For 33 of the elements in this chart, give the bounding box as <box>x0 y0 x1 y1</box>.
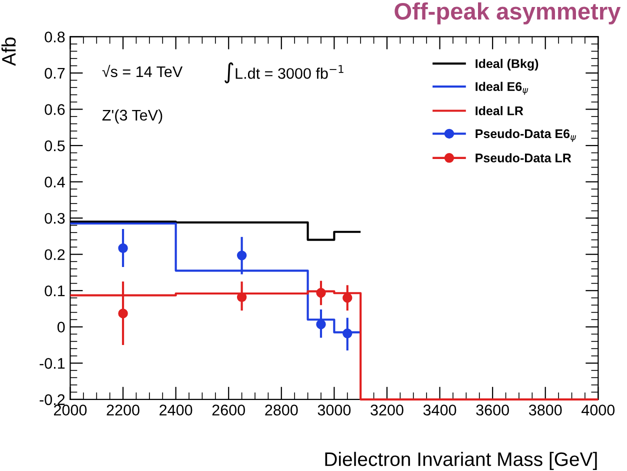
y-axis-title: Afb <box>1 38 16 66</box>
y-tick-label: 0.6 <box>44 104 65 115</box>
x-axis-title: Dielectron Invariant Mass [GeV] <box>325 452 597 470</box>
x-tick-label: 3600 <box>476 404 509 416</box>
y-tick-label: 0.4 <box>44 176 65 188</box>
x-tick-label: 2000 <box>54 404 87 416</box>
annotation: √s = 14 TeV <box>102 64 183 78</box>
legend-label: Ideal E6$_{ψ}$ <box>476 82 528 95</box>
y-tick-label: 0 <box>57 322 65 333</box>
legend-label: Pseudo-Data E6$_{ψ}$ <box>476 128 576 142</box>
y-tick-label: 0.7 <box>44 68 65 79</box>
y-tick-label: 0.8 <box>44 32 65 42</box>
x-tick-label: 3400 <box>423 404 456 416</box>
legend-label: Pseudo-Data LR <box>476 153 572 162</box>
x-tick-label: 2400 <box>160 404 192 416</box>
y-tick-label: 0.1 <box>44 285 65 296</box>
x-tick-label: 2800 <box>265 404 298 416</box>
x-tick-label: 2200 <box>106 404 140 416</box>
annotation: Z'(3 TeV) <box>102 109 162 124</box>
x-tick-label: 3800 <box>528 404 562 416</box>
x-tick-label: 3000 <box>318 404 351 416</box>
legend-label: Ideal (Bkg) <box>476 58 538 71</box>
chart-title: Off-peak asymmetry <box>394 2 621 24</box>
y-tick-label: 0.3 <box>44 212 65 224</box>
x-tick-label: 4000 <box>582 404 615 416</box>
y-tick-label: -0.1 <box>40 358 65 369</box>
x-tick-label: 2600 <box>212 404 245 416</box>
annotation: ∫L.dt = 3000 fb$^{−1}$ <box>224 62 344 84</box>
y-tick-label: 0.2 <box>44 249 65 260</box>
y-tick-label: -0.2 <box>40 394 65 406</box>
x-tick-label: 3200 <box>370 404 404 416</box>
legend-label: Ideal LR <box>476 106 524 116</box>
y-tick-label: 0.5 <box>44 140 65 152</box>
